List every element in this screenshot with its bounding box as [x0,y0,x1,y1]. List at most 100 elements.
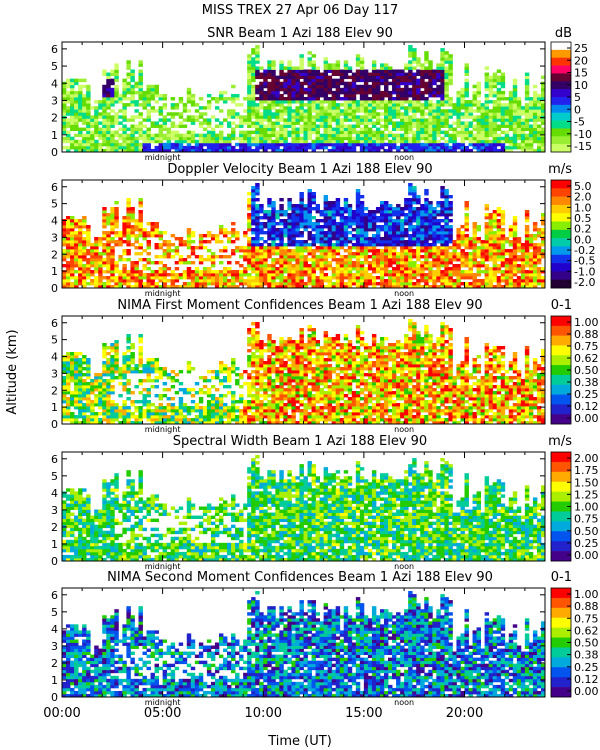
colorbar: 2.001.751.501.251.000.750.500.250.00 [550,451,599,562]
heatmap-cells [62,45,546,153]
colorbar-unit: m/s [548,434,572,449]
colorbar: 5.02.01.00.50.20.0-0.2-0.5-1.0-2.0 [550,179,595,289]
colorbar: 1.000.880.750.620.500.380.250.120.00 [550,315,599,425]
colorbar-tick-label: 2.0 [574,191,592,204]
x-tick-label: 10:00 [245,706,282,721]
colorbar-tick-label: 0.00 [574,685,599,698]
y-tick-label: 4 [51,623,58,636]
y-tick-label: 2 [51,657,58,670]
colorbar-tick-label: 1.25 [574,488,599,501]
y-tick-label: 1 [51,674,58,687]
colorbar: 1.000.880.750.620.500.380.250.120.00 [550,587,599,698]
y-tick-label: 5 [51,470,58,483]
y-tick-label: 2 [51,112,58,125]
colorbar-tick-label: 0.62 [574,352,599,365]
colorbar-tick-label: 1.00 [574,501,599,514]
colorbar-unit: 0-1 [551,570,572,585]
colorbar-tick-label: 1.00 [574,588,599,601]
y-tick-label: 0 [51,146,58,159]
midnight-marker: midnight [145,562,181,571]
x-tick-label: 05:00 [144,706,181,721]
colorbar-tick-label: 0.88 [574,328,599,341]
y-tick-label: 4 [51,487,58,500]
figure-title: MISS TREX 27 Apr 06 Day 117 [202,3,399,18]
y-tick-label: 1 [51,401,58,414]
colorbar-tick-label: 0.38 [574,649,599,662]
colorbar-tick-label: 0.50 [574,637,599,650]
panel-title: NIMA First Moment Confidences Beam 1 Azi… [117,298,482,313]
y-tick-label: 1 [51,538,58,551]
heatmap-cells [62,591,546,698]
y-tick-label: 3 [51,640,58,653]
midnight-marker: midnight [145,153,181,162]
y-tick-label: 2 [51,521,58,534]
heatmap-cells [62,319,546,425]
panel-1: SNR Beam 1 Azi 188 Elev 90 0 1 2 3 4 5 6 midnigh… [51,26,592,162]
y-tick-label: 0 [51,555,58,568]
y-tick-label: 5 [51,334,58,347]
colorbar-tick-label: 0.00 [574,549,599,562]
colorbar-tick-label: 0.25 [574,388,599,401]
panel-5: NIMA Second Moment Confidences Beam 1 Az… [51,570,599,707]
y-tick-label: 6 [51,589,58,602]
x-axis-label: Time (UT) [267,734,332,749]
colorbar-tick-label: 0.12 [574,673,599,686]
noon-marker: noon [394,425,414,434]
panel-title: SNR Beam 1 Azi 188 Elev 90 [207,26,393,41]
y-tick-label: 6 [51,317,58,330]
colorbar-tick-label: 0.12 [574,400,599,413]
x-axis: 00:00 05:00 10:00 15:00 20:00 [43,706,483,721]
y-tick-label: 0 [51,691,58,704]
colorbar-tick-label: 0.25 [574,537,599,550]
colorbar-tick-label: -5 [574,116,585,129]
colorbar-tick-label: 0.88 [574,600,599,613]
heatmap-cells [62,183,546,289]
y-tick-label: 5 [51,60,58,73]
y-tick-label: 3 [51,504,58,517]
midnight-marker: midnight [145,698,181,707]
colorbar-tick-label: -10 [574,128,592,141]
x-tick-label: 00:00 [43,706,80,721]
y-tick-label: 3 [51,231,58,244]
y-tick-label: 0 [51,418,58,431]
x-tick-label: 20:00 [446,706,483,721]
x-tick-label: 15:00 [345,706,382,721]
noon-marker: noon [394,289,414,298]
y-tick-label: 4 [51,215,58,228]
y-tick-label: 6 [51,453,58,466]
colorbar-tick-label: -2.0 [574,276,595,289]
colorbar-tick-label: -1.0 [574,265,595,278]
colorbar-tick-label: 0.38 [574,376,599,389]
colorbar-unit: 0-1 [551,298,572,313]
panel-4: Spectral Width Beam 1 Azi 188 Elev 90 0 1 2… [51,434,599,571]
colorbar-tick-label: 15 [574,67,588,80]
colorbar-tick-label: 1.00 [574,316,599,329]
y-tick-label: 4 [51,351,58,364]
y-tick-label: 1 [51,265,58,278]
colorbar-tick-label: 0.50 [574,525,599,538]
colorbar-tick-label: -15 [574,140,592,153]
y-tick-label: 2 [51,384,58,397]
noon-marker: noon [394,698,414,707]
panel-title: Spectral Width Beam 1 Azi 188 Elev 90 [173,434,427,449]
colorbar-tick-label: 0.25 [574,661,599,674]
colorbar-tick-label: -0.2 [574,244,595,257]
y-tick-label: 6 [51,43,58,56]
y-tick-label: 5 [51,606,58,619]
colorbar-tick-label: 2.00 [574,452,599,465]
colorbar-tick-label: 25 [574,42,588,55]
colorbar-tick-label: 5 [574,91,581,104]
heatmap-cells [62,455,546,562]
colorbar-tick-label: 0.0 [574,233,592,246]
y-tick-label: 3 [51,367,58,380]
y-tick-label: 3 [51,94,58,107]
colorbar-tick-label: 0.62 [574,624,599,637]
y-axis-label: Altitude (km) [5,329,20,414]
panel-title: NIMA Second Moment Confidences Beam 1 Az… [107,570,493,585]
colorbar-tick-label: 0.2 [574,223,592,236]
y-tick-label: 5 [51,198,58,211]
panel-title: Doppler Velocity Beam 1 Azi 188 Elev 90 [167,162,432,177]
colorbar-tick-label: 5.0 [574,180,592,193]
colorbar-tick-label: 1.75 [574,464,599,477]
